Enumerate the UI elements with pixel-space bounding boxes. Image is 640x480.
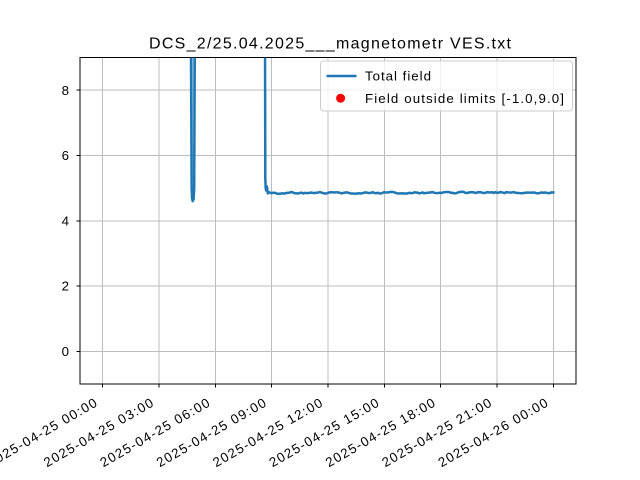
svg-text:Field outside limits [-1.0,9.0: Field outside limits [-1.0,9.0] (365, 91, 564, 106)
svg-text:6: 6 (62, 148, 69, 163)
svg-text:4: 4 (62, 213, 69, 228)
svg-text:2: 2 (62, 279, 69, 294)
svg-text:0: 0 (62, 344, 69, 359)
svg-text:Total field: Total field (365, 69, 431, 84)
svg-text:DCS_2/25.04.2025___magnetometr: DCS_2/25.04.2025___magnetometr VES.txt (149, 35, 512, 52)
svg-text:8: 8 (62, 83, 69, 98)
